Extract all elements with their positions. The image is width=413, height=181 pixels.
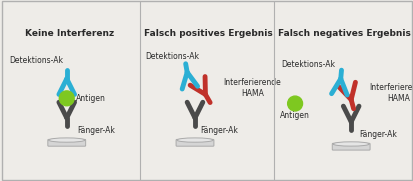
FancyBboxPatch shape	[48, 139, 85, 146]
Text: Antigen: Antigen	[279, 111, 309, 120]
Text: Fänger-Ak: Fänger-Ak	[77, 126, 115, 135]
Text: Fänger-Ak: Fänger-Ak	[358, 130, 396, 139]
Text: Detektions-Ak: Detektions-Ak	[145, 52, 199, 61]
Text: Interferierende
HAMA: Interferierende HAMA	[223, 78, 281, 98]
Text: Antigen: Antigen	[76, 94, 105, 103]
FancyBboxPatch shape	[332, 143, 369, 150]
Ellipse shape	[48, 138, 85, 142]
Text: Fänger-Ak: Fänger-Ak	[200, 126, 237, 135]
Ellipse shape	[332, 142, 368, 146]
FancyBboxPatch shape	[176, 139, 214, 146]
Circle shape	[287, 96, 302, 111]
Text: Interferierende
HAMA: Interferierende HAMA	[368, 83, 413, 103]
Text: Detektions-Ak: Detektions-Ak	[9, 56, 63, 65]
Text: Falsch negatives Ergebnis: Falsch negatives Ergebnis	[278, 29, 410, 38]
Text: Detektions-Ak: Detektions-Ak	[280, 60, 334, 69]
Text: Falsch positives Ergebnis: Falsch positives Ergebnis	[143, 29, 272, 38]
Text: Keine Interferenz: Keine Interferenz	[25, 29, 114, 38]
Circle shape	[59, 91, 74, 106]
Ellipse shape	[176, 138, 213, 142]
